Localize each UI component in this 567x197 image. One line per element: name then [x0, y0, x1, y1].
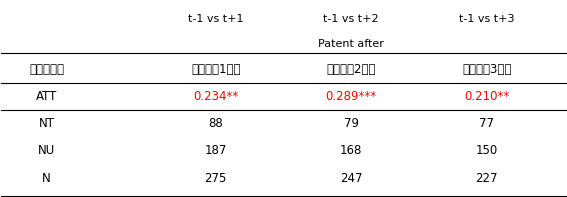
Text: 産学連携1年後: 産学連携1年後: [191, 63, 240, 76]
Text: 産学連携2年後: 産学連携2年後: [327, 63, 376, 76]
Text: N: N: [42, 172, 51, 185]
Text: 88: 88: [209, 117, 223, 130]
Text: 227: 227: [475, 172, 498, 185]
Text: 0.234**: 0.234**: [193, 90, 238, 103]
Text: 187: 187: [205, 144, 227, 157]
Text: ATT: ATT: [36, 90, 57, 103]
Text: 比較する年: 比較する年: [29, 63, 64, 76]
Text: 150: 150: [476, 144, 498, 157]
Text: t-1 vs t+1: t-1 vs t+1: [188, 14, 244, 24]
Text: 77: 77: [479, 117, 494, 130]
Text: t-1 vs t+3: t-1 vs t+3: [459, 14, 514, 24]
Text: 275: 275: [205, 172, 227, 185]
Text: 79: 79: [344, 117, 359, 130]
Text: 0.210**: 0.210**: [464, 90, 509, 103]
Text: 0.289***: 0.289***: [325, 90, 376, 103]
Text: NT: NT: [39, 117, 54, 130]
Text: 247: 247: [340, 172, 362, 185]
Text: NU: NU: [38, 144, 55, 157]
Text: t-1 vs t+2: t-1 vs t+2: [323, 14, 379, 24]
Text: Patent after: Patent after: [318, 39, 384, 49]
Text: 168: 168: [340, 144, 362, 157]
Text: 産学連携3年後: 産学連携3年後: [462, 63, 511, 76]
